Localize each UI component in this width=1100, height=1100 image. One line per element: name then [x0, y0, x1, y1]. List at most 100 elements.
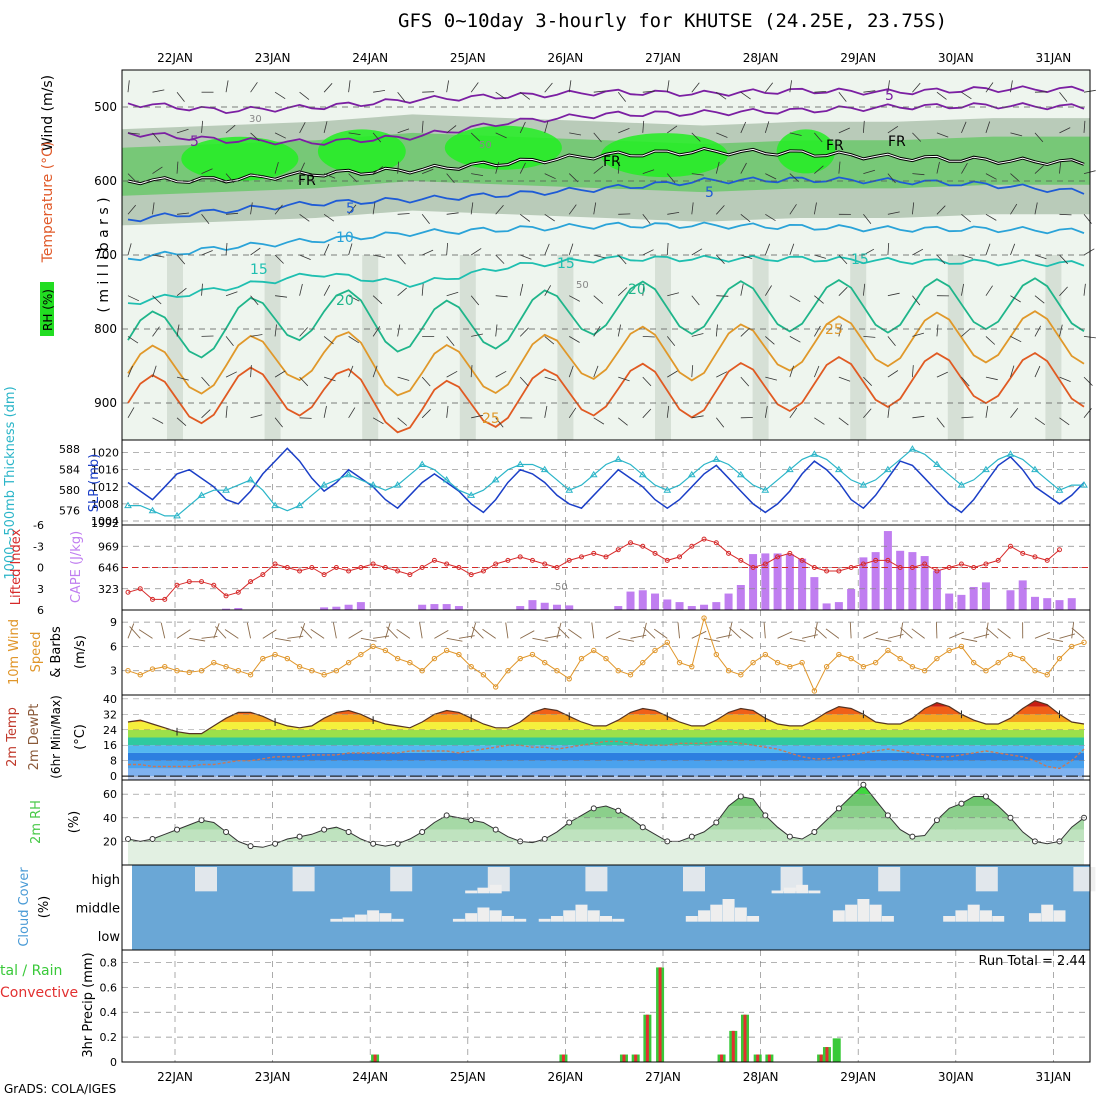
wind-barb-10m: [961, 637, 978, 642]
rh-marker: [149, 836, 156, 843]
cloud-cell: [342, 917, 355, 922]
precip-tick-label: 0.6: [100, 981, 118, 994]
cloud-cell: [967, 904, 980, 922]
rh-marker: [198, 817, 205, 824]
cape-bar: [516, 606, 525, 610]
top-date-label: 25JAN: [450, 51, 486, 65]
wind-barb-upper: [1083, 283, 1086, 296]
cape-bar: [896, 550, 905, 610]
wind-barb-10m: [470, 622, 477, 639]
thickness-tick-label: 576: [59, 505, 80, 518]
wind-barb-upper: [789, 80, 792, 93]
wind-barb-upper: [1010, 295, 1021, 303]
li-marker: [811, 565, 817, 570]
wind-barb-upper: [1059, 254, 1068, 265]
wind-barb-upper: [1034, 325, 1042, 337]
wind-barb-10m: [568, 628, 582, 639]
wind-barb-10m: [201, 635, 218, 639]
li-marker: [456, 565, 462, 570]
wind-barb-upper: [446, 125, 457, 134]
wind-barb-upper: [176, 128, 189, 134]
wind-barb-10m: [935, 622, 938, 639]
contour-label: 50: [555, 582, 568, 593]
cloud-cell: [612, 918, 625, 922]
cape-bar: [712, 602, 721, 610]
wind-barb-upper: [471, 333, 483, 337]
wind-barb-upper: [372, 166, 384, 174]
wind-barb-upper: [985, 376, 998, 381]
li-marker: [346, 568, 352, 574]
wind-barb-upper: [225, 80, 229, 93]
wind-barb-10m: [813, 622, 818, 639]
wind-barb-upper: [1059, 376, 1071, 382]
cape-tick-label: 646: [98, 562, 119, 575]
cloud-cell: [722, 899, 735, 922]
cape-bar: [528, 600, 537, 610]
wind-barb-upper: [323, 376, 336, 382]
wind-barb-upper: [1059, 324, 1063, 337]
thickness-marker: [712, 455, 721, 462]
wind-barb-upper: [887, 336, 896, 346]
cape-bar: [969, 586, 978, 610]
wind-barb-upper: [1010, 408, 1019, 419]
precip-conv-bar: [756, 1054, 760, 1062]
wind-barb-upper: [912, 295, 921, 306]
wind-barb-upper: [470, 365, 473, 378]
wind-barb-upper: [1034, 295, 1045, 304]
temp-tick-label: 32: [103, 708, 117, 721]
wind-barb-upper: [299, 254, 311, 260]
wind-barb-upper: [544, 376, 557, 381]
wind-barb-upper: [985, 173, 997, 180]
cape-bar: [552, 604, 561, 610]
wind-barb-10m: [777, 631, 793, 639]
wind-barb-upper: [863, 376, 872, 386]
li-marker: [652, 550, 658, 556]
wind-barb-upper: [740, 91, 751, 100]
cape-bar: [932, 570, 941, 610]
wind-speed-marker: [713, 651, 720, 658]
rh-marker: [223, 828, 230, 835]
li-marker: [909, 565, 915, 570]
wind-barb-upper: [274, 324, 277, 337]
wind-barb-upper: [887, 242, 890, 256]
wind-barb-upper: [544, 173, 556, 180]
wind-barb-upper: [348, 365, 354, 378]
wind-speed-line: [127, 616, 1085, 693]
contour-label: 5: [190, 134, 199, 150]
wind-barb-upper: [593, 365, 599, 378]
wind-barb-upper: [593, 132, 602, 143]
wind-speed-marker: [676, 659, 683, 666]
wind-barb-upper: [299, 283, 303, 296]
thickness-marker: [418, 460, 427, 468]
thickness-marker: [687, 470, 696, 478]
wind-barb-upper: [617, 91, 627, 102]
wind-barb-10m: [728, 622, 733, 639]
li-line: [127, 538, 1060, 600]
temp-color-band: [128, 776, 1084, 780]
isotherm-line: [127, 176, 1085, 223]
thickness-marker: [933, 460, 941, 468]
li-marker: [493, 561, 499, 567]
wind-barb-upper: [225, 124, 236, 134]
wind-speed-marker: [1056, 655, 1063, 662]
precip-conv-bar: [819, 1054, 823, 1062]
cloud-axis-label: Cloud Cover: [17, 867, 32, 947]
wind-barb-upper: [887, 292, 900, 297]
wind-speed-marker: [370, 643, 376, 650]
wind-barb-upper: [789, 204, 797, 215]
wind-speed-marker: [578, 655, 585, 662]
wind-barb-10m: [643, 626, 656, 639]
wind-barb-upper: [1083, 120, 1086, 133]
credit-label: GrADS: COLA/IGES: [4, 1082, 117, 1096]
wind-barb-upper: [348, 295, 360, 302]
wind-barb-10m: [373, 635, 390, 639]
wind-barb-10m: [214, 626, 227, 639]
wind-barb-upper: [838, 286, 848, 296]
wind-barb-upper: [372, 365, 378, 378]
wind-speed-marker: [934, 655, 940, 662]
wind-speed-marker: [640, 659, 646, 666]
wind-barb-10m: [985, 622, 989, 639]
wind-barb-10m: [419, 622, 423, 639]
wind-barb-upper: [397, 417, 408, 426]
cloud-cell: [477, 907, 490, 922]
